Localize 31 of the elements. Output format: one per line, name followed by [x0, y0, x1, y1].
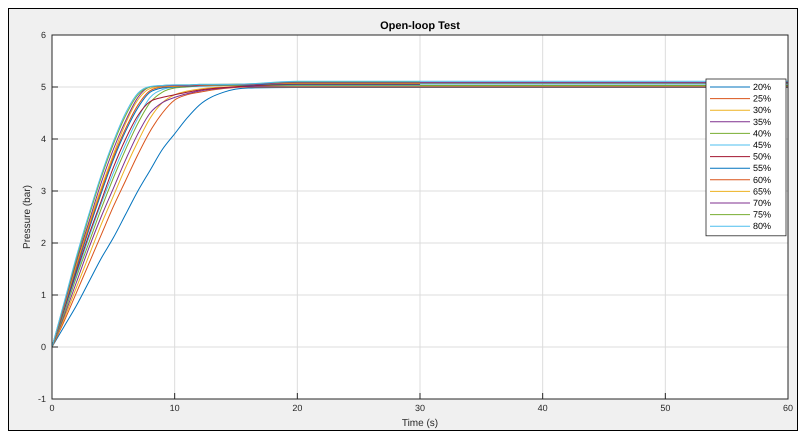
legend-label: 75%	[753, 210, 772, 220]
x-tick-label: 30	[414, 403, 426, 413]
legend-label: 50%	[753, 152, 772, 162]
legend-label: 55%	[753, 163, 772, 174]
legend-label: 35%	[753, 116, 772, 127]
x-tick-label: 10	[170, 403, 180, 413]
x-tick-label: 50	[660, 403, 670, 413]
x-tick-label: 40	[538, 403, 548, 413]
x-tick-label: 0	[49, 403, 55, 413]
y-tick-label: 6	[40, 30, 46, 40]
legend-label: 45%	[753, 140, 772, 150]
y-tick-label: 2	[40, 238, 46, 248]
legend-label: 65%	[753, 186, 772, 196]
chart-title: Open-loop Test	[380, 20, 460, 32]
x-tick-label: 20	[292, 403, 302, 413]
y-tick-label: 1	[40, 290, 46, 300]
legend-label: 60%	[753, 174, 772, 185]
x-axis-title: Time (s)	[402, 418, 438, 429]
legend-label: 40%	[753, 128, 772, 138]
y-axis-title: Pressure (bar)	[22, 185, 33, 249]
legend-label: 25%	[753, 94, 772, 104]
y-tick-label: 4	[40, 134, 46, 144]
legend-label: 20%	[753, 82, 772, 92]
legend-label: 30%	[753, 105, 772, 116]
y-tick-label: 3	[40, 186, 46, 196]
y-tick-label: -1	[38, 394, 46, 404]
legend-label: 80%	[753, 221, 772, 232]
y-tick-label: 5	[40, 82, 46, 92]
y-tick-label: 0	[40, 342, 46, 352]
legend-label: 70%	[753, 198, 772, 208]
x-tick-label: 60	[782, 403, 794, 413]
